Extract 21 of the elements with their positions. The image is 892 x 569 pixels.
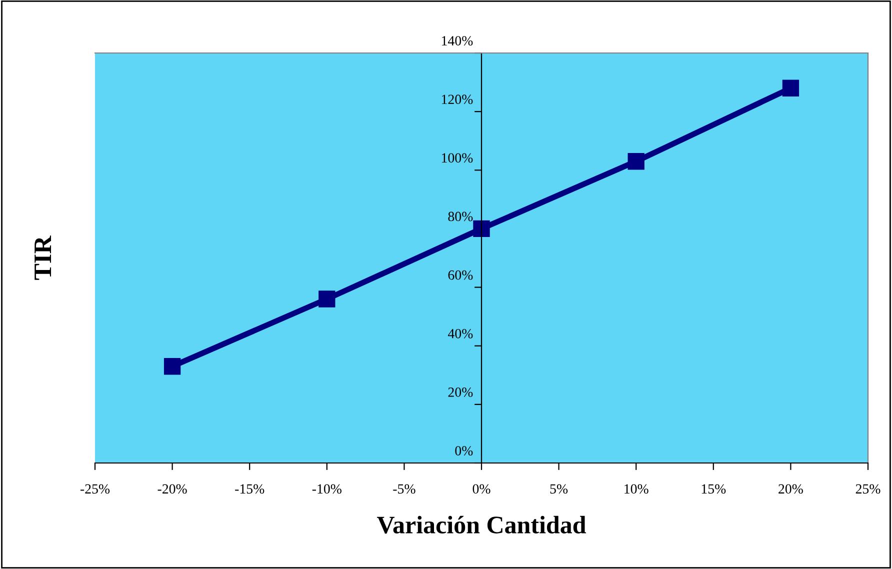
y-tick-label: 40%: [448, 328, 473, 338]
y-tick-label: 100%: [442, 153, 473, 163]
x-tick-label: -10%: [312, 484, 342, 494]
x-tick-label: 20%: [778, 484, 803, 494]
x-tick-label: -25%: [80, 484, 110, 494]
y-axis-title: TIR: [34, 236, 52, 280]
x-axis-title: Variación Cantidad: [377, 516, 586, 534]
y-tick-label: 20%: [448, 388, 473, 397]
y-tick-label: 0%: [455, 446, 473, 456]
x-tick-label: 15%: [702, 484, 726, 494]
y-tick-label: 140%: [442, 36, 473, 46]
y-tick-label: 60%: [448, 270, 473, 280]
x-tick-label: 25%: [856, 484, 880, 494]
y-tick-label: 120%: [442, 94, 473, 104]
y-tick-label: 80%: [448, 212, 473, 222]
x-tick-label: 10%: [624, 484, 648, 494]
x-tick-label: 0%: [472, 484, 490, 494]
x-tick-label: -15%: [235, 484, 264, 494]
x-tick-label: -20%: [158, 484, 187, 494]
x-tick-label: -5%: [393, 484, 416, 494]
x-tick-label: 5%: [550, 484, 568, 494]
